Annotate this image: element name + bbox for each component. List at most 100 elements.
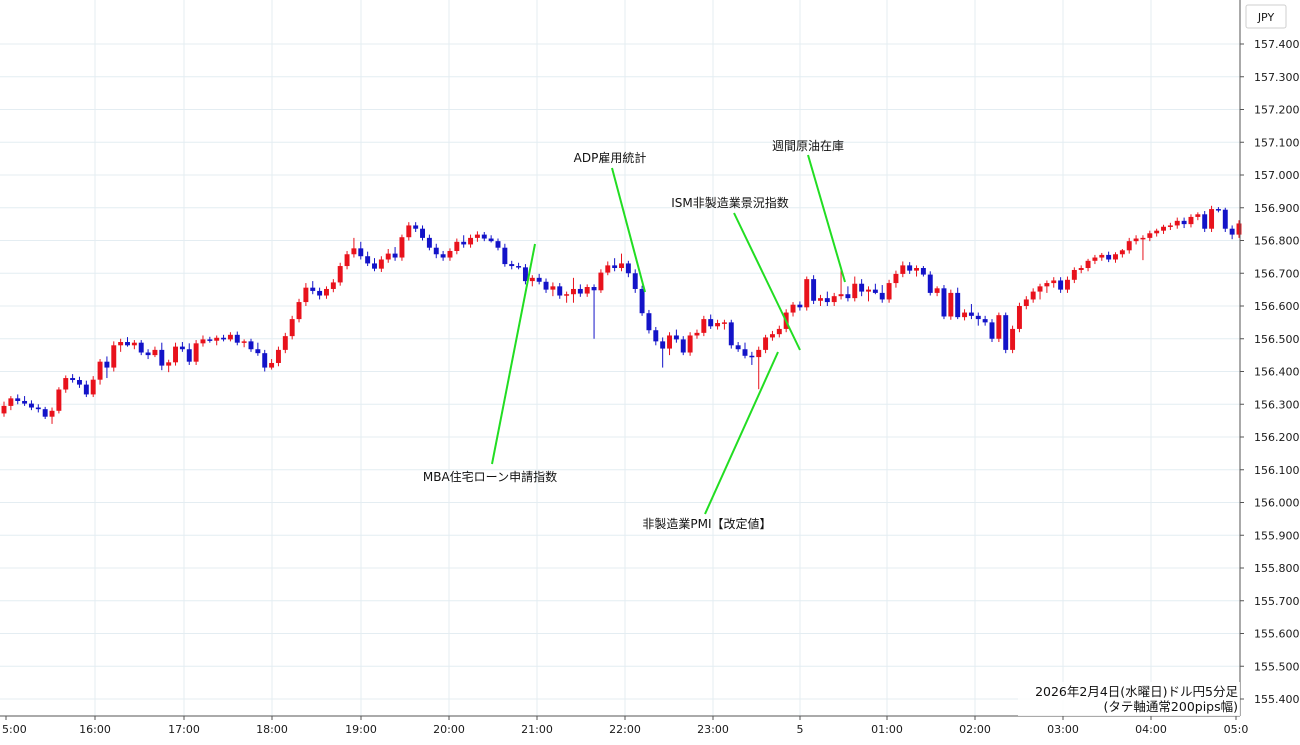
candle-up	[667, 332, 672, 356]
candle-body	[193, 343, 199, 362]
candle-body	[804, 279, 810, 308]
candle-down	[742, 342, 748, 359]
candle-body	[1222, 209, 1228, 229]
candle-up	[1071, 267, 1077, 284]
candle-body	[83, 384, 89, 395]
candle-down	[749, 351, 755, 365]
candle-up	[790, 302, 796, 317]
candle-up	[63, 375, 69, 393]
currency-unit-label: JPY	[1257, 11, 1275, 24]
candle-body	[639, 288, 645, 314]
candle-down	[426, 234, 432, 251]
candle-up	[763, 334, 769, 354]
candle-body	[1140, 237, 1146, 240]
candle-down	[797, 301, 803, 311]
candle-body	[605, 265, 611, 273]
candle-up	[324, 286, 329, 299]
candle-down	[927, 271, 933, 296]
candle-up	[1010, 325, 1016, 354]
candle-up	[1113, 252, 1118, 263]
candle-down	[845, 286, 851, 302]
annotation-leader-line	[491, 243, 536, 465]
candle-body	[667, 335, 672, 349]
candle-body	[8, 398, 14, 406]
candle-down	[35, 404, 41, 413]
candle-body	[461, 241, 467, 245]
gridlines	[0, 0, 1244, 716]
candle-body	[399, 237, 405, 258]
annotation-leader-line	[733, 212, 801, 351]
time-tick-labels: 5:00 16:00 17:00 18:00 19:00 20:00 21:00 22:00 2…	[2, 716, 1248, 736]
candle-body	[481, 234, 487, 239]
candle-down	[708, 314, 714, 329]
candle-down	[735, 342, 741, 352]
candle-body	[797, 304, 803, 308]
candle-body	[351, 248, 357, 255]
candle-body	[893, 273, 899, 284]
candle-body	[557, 286, 563, 296]
candle-body	[1119, 250, 1125, 255]
candle-body	[433, 247, 439, 255]
candle-body	[529, 277, 535, 282]
candle-body	[612, 265, 618, 269]
candle-up	[1140, 235, 1146, 261]
candle-body	[28, 403, 34, 408]
candle-down	[673, 329, 679, 343]
time-tick-label: 23:00	[697, 723, 729, 736]
candle-body	[571, 288, 576, 295]
candle-up	[351, 237, 357, 258]
candle-up	[886, 279, 892, 303]
time-tick-label: 18:00	[256, 723, 288, 736]
candle-body	[179, 346, 185, 350]
candle-up	[1023, 296, 1029, 310]
annotation-leader-line	[611, 167, 646, 293]
event-annotation: MBA住宅ローン申請指数	[423, 243, 557, 484]
candle-body	[330, 282, 336, 289]
candle-body	[372, 263, 377, 269]
candle-up	[1085, 258, 1091, 272]
candle-down	[255, 342, 261, 356]
candle-body	[1106, 254, 1112, 260]
candle-body	[118, 342, 124, 346]
candle-body	[1044, 283, 1050, 287]
candle-body	[715, 323, 721, 327]
candle-down	[365, 251, 371, 267]
candle-up	[1, 401, 7, 417]
candle-body	[207, 339, 213, 341]
candle-body	[824, 298, 830, 303]
candle-body	[275, 349, 281, 363]
candle-down	[28, 400, 34, 411]
candle-down	[879, 285, 885, 303]
candle-body	[1174, 220, 1180, 226]
candle-up	[166, 359, 172, 373]
candle-down	[1058, 277, 1064, 293]
price-tick-label: 157.000	[1254, 169, 1300, 182]
candle-body	[941, 288, 947, 317]
candle-body	[673, 335, 679, 340]
annotation-label: 週間原油在庫	[772, 139, 844, 153]
candle-body	[968, 312, 974, 316]
candle-down	[317, 287, 323, 300]
candle-up	[337, 262, 343, 286]
candle-body	[413, 225, 419, 229]
candle-body	[852, 283, 858, 299]
candle-up	[296, 298, 302, 323]
candle-body	[420, 228, 425, 238]
candle-up	[214, 335, 220, 346]
candle-down	[70, 374, 76, 383]
candle-down	[186, 343, 192, 365]
candle-down	[653, 326, 659, 346]
price-tick-label: 156.500	[1254, 333, 1300, 346]
candle-body	[1003, 315, 1009, 350]
candle-down	[481, 231, 487, 242]
candle-up	[1119, 249, 1125, 258]
candle-body	[1236, 223, 1242, 235]
candle-up	[468, 234, 474, 248]
candle-up	[756, 346, 762, 390]
candle-body	[310, 287, 316, 291]
caption-line-1: 2026年2月4日(水曜日)ドル円5分足	[1035, 684, 1238, 699]
caption-backdrop	[1018, 682, 1240, 716]
candle-down	[625, 260, 631, 278]
candle-down	[536, 273, 542, 285]
candle-down	[577, 284, 583, 297]
